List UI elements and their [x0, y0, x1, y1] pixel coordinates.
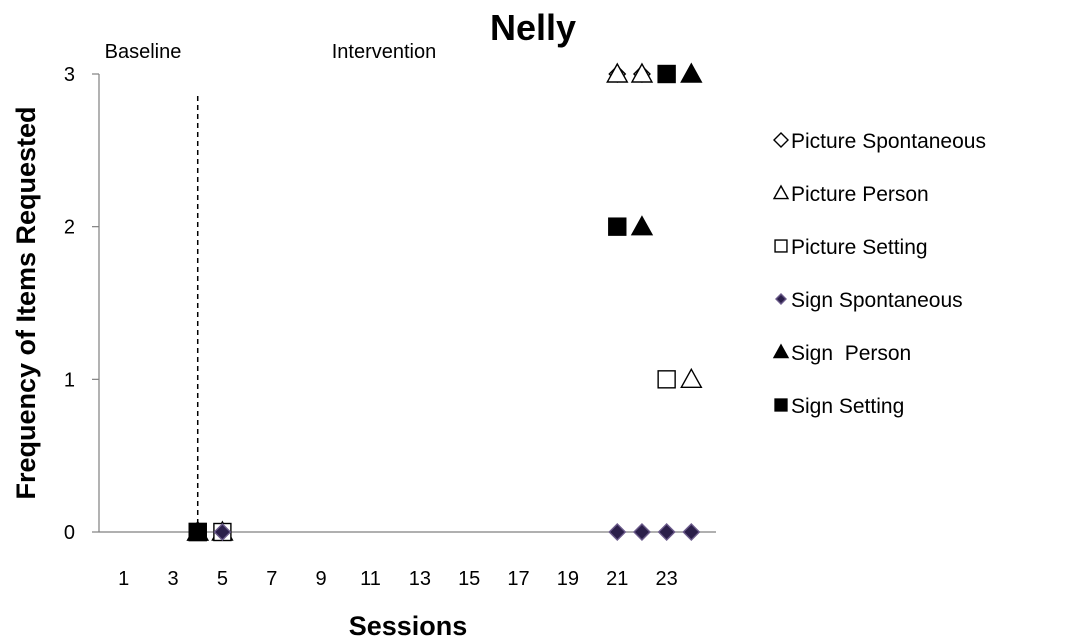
data-point [188, 522, 207, 542]
data-point [682, 523, 701, 541]
series-2 [188, 370, 676, 542]
x-tick-label: 13 [409, 568, 431, 590]
data-point [213, 523, 232, 541]
data-point [608, 523, 627, 541]
x-tick-label: 23 [656, 568, 678, 590]
legend: Picture Spontaneous Picture Person Picture… [772, 130, 986, 418]
x-tick-label: 11 [360, 568, 381, 590]
data-point [680, 367, 703, 389]
series-0 [188, 65, 651, 541]
x-tick-label: 7 [266, 568, 277, 590]
y-tick-label: 3 [64, 64, 75, 86]
legend-marker [773, 132, 789, 148]
legend-label: Picture Spontaneous [791, 130, 986, 153]
legend-label: Picture Person [791, 183, 929, 206]
legend-label: Sign Person [791, 342, 911, 365]
chart-title: Nelly [490, 7, 576, 48]
y-tick-label: 2 [64, 217, 75, 239]
x-tick-label: 21 [606, 568, 628, 590]
y-axis-title: Frequency of Items Requested [11, 106, 41, 499]
data-point [657, 64, 676, 84]
x-tick-label: 5 [217, 568, 228, 590]
x-axis-title: Sessions [349, 611, 468, 641]
x-tick-label: 17 [507, 568, 529, 590]
data-point [680, 62, 703, 83]
x-tick-label: 19 [557, 568, 579, 590]
data-point [632, 523, 651, 541]
series-5 [188, 64, 676, 542]
data-point [630, 215, 654, 236]
legend-marker [775, 293, 787, 305]
data-point [630, 62, 654, 83]
y-tick-label: 0 [64, 522, 75, 544]
x-tick-label: 3 [167, 568, 178, 590]
y-tick-label: 1 [64, 369, 75, 391]
x-tick-label: 1 [118, 568, 129, 590]
x-tick-label: 9 [316, 568, 327, 590]
phase-label-baseline: Baseline [105, 41, 182, 63]
legend-label: Sign Setting [791, 395, 904, 418]
legend-marker [774, 398, 788, 412]
legend-marker [772, 343, 790, 359]
data-point [657, 523, 676, 541]
x-ticks: 1 3 5 7 9 11 13 15 17 19 21 23 [118, 568, 678, 590]
series-4 [186, 62, 703, 541]
x-tick-label: 15 [458, 568, 480, 590]
phase-label-intervention: Intervention [332, 41, 437, 63]
legend-label: Picture Setting [791, 236, 928, 259]
data-marks [186, 62, 703, 542]
legend-marker [772, 184, 790, 200]
data-point [608, 217, 627, 236]
legend-label: Sign Spontaneous [791, 289, 963, 312]
legend-marker [774, 239, 788, 253]
data-point [657, 370, 676, 389]
y-ticks: 0 1 2 3 [64, 64, 99, 544]
data-point [606, 62, 629, 83]
series-1 [186, 62, 703, 541]
